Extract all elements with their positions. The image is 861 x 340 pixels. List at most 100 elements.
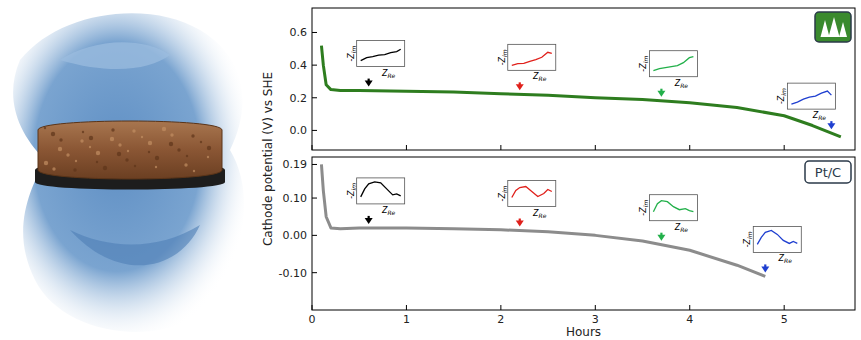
texture xyxy=(148,151,150,153)
tree xyxy=(839,22,847,37)
texture xyxy=(73,168,76,171)
x-tick xyxy=(406,305,407,310)
y-tick xyxy=(312,198,317,199)
inset-xlabel-sub: Re xyxy=(539,212,547,219)
inset-ylabel-sub: im xyxy=(350,183,357,191)
glove xyxy=(13,13,244,332)
panel-label: Pt/C xyxy=(815,165,841,180)
inset-box xyxy=(508,181,556,207)
x-tick xyxy=(406,145,407,150)
inset-ylabel-sub: im xyxy=(501,49,508,57)
glove-shadow xyxy=(70,225,200,265)
texture xyxy=(80,139,83,142)
series-line xyxy=(321,164,765,276)
texture xyxy=(51,132,55,136)
inset-box xyxy=(649,51,697,77)
inset-anchor xyxy=(653,70,654,71)
inset-ylabel: -Zim xyxy=(347,45,357,61)
x-tick-label: 0 xyxy=(309,313,316,326)
glove-fold xyxy=(60,42,170,69)
inset-anchor xyxy=(757,244,758,245)
texture xyxy=(191,134,194,137)
texture xyxy=(184,163,187,166)
texture xyxy=(155,166,157,168)
y-tick xyxy=(312,164,317,165)
x-tick xyxy=(784,145,785,150)
inset: -ZimZRe xyxy=(639,195,697,241)
inset-curve xyxy=(791,91,831,104)
inset-anchor xyxy=(511,65,512,66)
frame xyxy=(312,157,855,310)
texture xyxy=(162,127,166,131)
texture xyxy=(207,146,211,150)
texture xyxy=(58,147,62,151)
frame xyxy=(312,8,855,150)
y-tick xyxy=(312,32,317,33)
forest-icon xyxy=(815,12,851,42)
inset-curve xyxy=(512,52,552,65)
inset-ylabel: -Zim xyxy=(639,200,649,216)
y-tick-label: 0.00 xyxy=(283,229,308,242)
y-tick-label: -0.10 xyxy=(279,267,307,280)
texture xyxy=(134,165,136,167)
texture xyxy=(89,146,91,148)
x-tick xyxy=(689,305,690,310)
inset-curve xyxy=(653,201,693,212)
inset-xlabel-sub: Re xyxy=(539,75,547,82)
y-tick-label: 0.4 xyxy=(290,59,308,72)
texture xyxy=(52,167,55,170)
arrow-head xyxy=(516,84,524,90)
texture xyxy=(59,138,62,141)
texture xyxy=(111,128,114,131)
inset: -Zim ZRe xyxy=(639,51,697,97)
arrow-head xyxy=(827,123,835,129)
x-tick xyxy=(595,305,596,310)
inset: -ZimZRe xyxy=(347,178,405,224)
texture xyxy=(170,133,173,136)
tree xyxy=(821,20,830,37)
texture xyxy=(44,127,46,129)
y-tick-label: 0.10 xyxy=(283,192,308,205)
arrow-head xyxy=(516,221,524,227)
inset: -Zim ZRe xyxy=(347,41,405,87)
inset-xlabel-sub: Re xyxy=(387,72,395,79)
inset-xlabel: ZRe xyxy=(812,111,827,121)
texture xyxy=(82,131,84,133)
inset: -ZimZRe xyxy=(743,226,801,272)
inset-ylabel-sub: im xyxy=(350,45,357,53)
inset-anchor xyxy=(360,196,361,197)
inset-curve xyxy=(653,57,693,71)
inset-xlabel: ZRe xyxy=(381,206,396,216)
y-tick-label: 0.0 xyxy=(290,124,308,137)
panel: 0.00.20.40.6-ZimZRe-ZimZRe-ZimZRe-ZimZRe xyxy=(290,8,856,150)
inset-box xyxy=(508,44,556,70)
tree xyxy=(829,17,840,37)
inset-xlabel: ZRe xyxy=(381,69,396,79)
texture xyxy=(96,151,100,155)
inset-xlabel: ZRe xyxy=(778,254,793,264)
x-tick-label: 2 xyxy=(497,313,504,326)
panel: -0.100.000.100.19012345-ZimZRe-ZimZRe-Zi… xyxy=(279,157,855,326)
inset-ylabel: -Zim xyxy=(639,56,649,72)
inset-box xyxy=(357,178,405,204)
inset-box xyxy=(357,41,405,67)
texture xyxy=(155,156,159,160)
x-tick-label: 5 xyxy=(781,313,788,326)
x-tick-label: 1 xyxy=(403,313,410,326)
texture xyxy=(186,155,188,157)
inset-xlabel-sub: Re xyxy=(818,114,826,121)
inset-anchor xyxy=(653,211,654,212)
x-tick xyxy=(500,305,501,310)
inset-xlabel-sub: Re xyxy=(680,82,688,89)
texture xyxy=(200,141,202,143)
texture xyxy=(193,170,195,172)
texture xyxy=(148,141,152,145)
inset-ylabel: -Zim xyxy=(777,88,787,104)
inset-xlabel-sub: Re xyxy=(784,257,792,264)
inset-box xyxy=(649,195,697,221)
inset: -Zim ZRe xyxy=(777,83,835,129)
photo xyxy=(13,13,244,332)
inset-xlabel: ZRe xyxy=(674,79,689,89)
plot-area xyxy=(321,164,765,276)
inset-box xyxy=(787,83,835,109)
